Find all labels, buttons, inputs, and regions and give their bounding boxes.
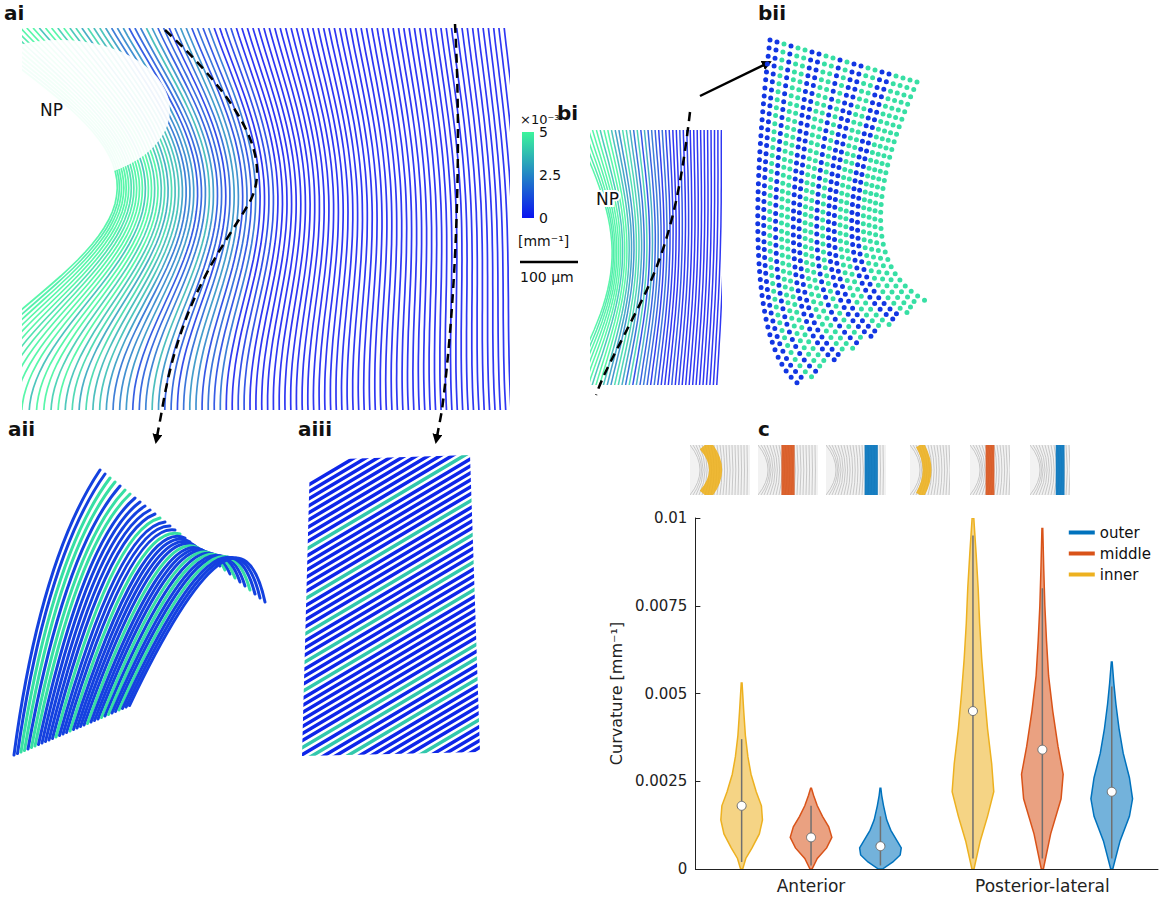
svg-text:aii: aii: [8, 417, 35, 441]
svg-text:×10⁻³: ×10⁻³: [520, 112, 560, 127]
svg-text:2.5: 2.5: [539, 167, 561, 183]
svg-text:0.01: 0.01: [654, 509, 687, 527]
svg-text:bi: bi: [557, 101, 578, 125]
svg-text:5: 5: [539, 124, 548, 140]
svg-text:Curvature [mm⁻¹]: Curvature [mm⁻¹]: [607, 622, 626, 765]
svg-text:NP: NP: [596, 189, 619, 209]
svg-text:middle: middle: [1100, 545, 1151, 563]
svg-text:outer: outer: [1100, 524, 1141, 542]
svg-text:0: 0: [539, 210, 548, 226]
svg-text:100 µm: 100 µm: [520, 269, 574, 285]
svg-text:bii: bii: [758, 1, 786, 25]
svg-text:c: c: [758, 417, 770, 441]
svg-text:NP: NP: [40, 100, 63, 120]
svg-text:0: 0: [678, 860, 688, 878]
svg-text:Posterior-lateral: Posterior-lateral: [975, 876, 1110, 896]
svg-text:0.0075: 0.0075: [635, 597, 688, 615]
svg-text:inner: inner: [1100, 566, 1139, 584]
svg-text:Anterior: Anterior: [777, 876, 846, 896]
svg-text:0.0025: 0.0025: [635, 772, 688, 790]
svg-text:aiii: aiii: [298, 417, 332, 441]
svg-text:0.005: 0.005: [644, 685, 687, 703]
svg-text:[mm⁻¹]: [mm⁻¹]: [518, 233, 569, 249]
svg-text:ai: ai: [4, 1, 24, 25]
